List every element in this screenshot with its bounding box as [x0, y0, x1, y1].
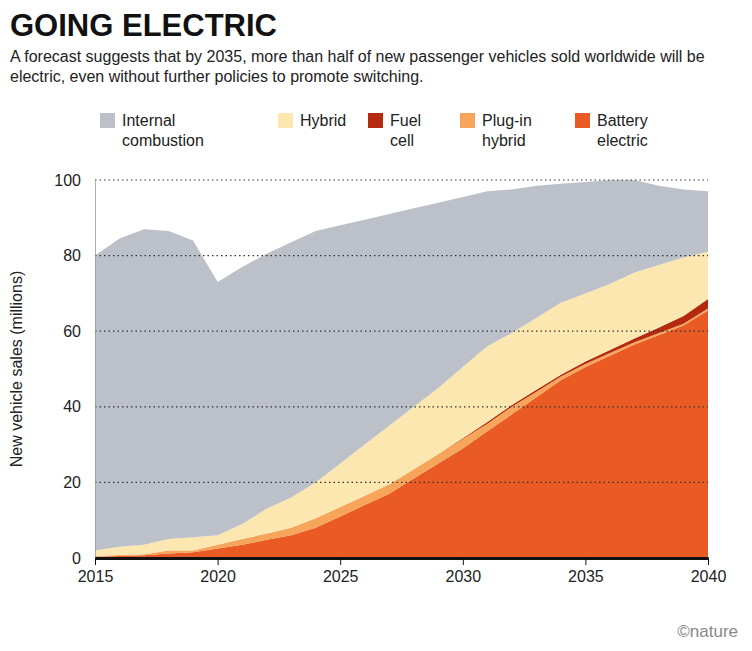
- x-tick: 2030: [446, 558, 482, 585]
- x-tick: 2040: [691, 558, 727, 585]
- x-tick-mark: [463, 558, 464, 565]
- grid: [95, 180, 708, 558]
- legend-label: Battery electric: [597, 112, 648, 149]
- y-tick-label: 20: [63, 474, 81, 491]
- legend-label-line: hybrid: [482, 132, 526, 149]
- legend-item: Plug-in hybrid: [460, 112, 532, 149]
- grid-line: [95, 255, 708, 256]
- y-tick: 100: [54, 172, 95, 189]
- legend-label-line: Hybrid: [300, 112, 346, 129]
- legend-label-line: electric: [597, 132, 648, 149]
- x-tick-label: 2030: [446, 568, 482, 585]
- x-tick-label: 2025: [323, 568, 359, 585]
- legend-label-line: Fuel: [390, 112, 421, 129]
- subtitle-line: electric, even without further policies …: [10, 68, 424, 85]
- legend: Internal combustion Hybrid Fuel cell Plug-in h…: [100, 112, 648, 149]
- y-axis-title: New vehicle sales (millions): [8, 271, 25, 468]
- title: GOING ELECTRIC: [10, 8, 277, 43]
- x-tick: 2015: [78, 558, 114, 585]
- x-tick-label: 2040: [691, 568, 727, 585]
- y-tick-label: 80: [63, 247, 81, 264]
- chart-container: GOING ELECTRIC A forecast suggests that b…: [0, 0, 752, 651]
- legend-swatch: [575, 113, 590, 128]
- legend-label: Internal combustion: [122, 112, 204, 149]
- legend-item: Internal combustion: [100, 112, 204, 149]
- legend-item: Battery electric: [575, 112, 648, 149]
- legend-label-line: Plug-in: [482, 112, 532, 129]
- y-tick-label: 60: [63, 323, 81, 340]
- legend-swatch: [278, 113, 293, 128]
- x-tick-mark: [218, 558, 219, 565]
- legend-label-line: Battery: [597, 112, 648, 129]
- y-tick: 60: [63, 323, 95, 340]
- subtitle-line: A forecast suggests that by 2035, more t…: [10, 48, 705, 65]
- y-tick-label: 0: [72, 550, 81, 567]
- y-tick-label: 100: [54, 172, 81, 189]
- x-tick-mark: [340, 558, 341, 565]
- legend-item: Hybrid: [278, 112, 346, 129]
- legend-swatch: [460, 113, 475, 128]
- x-tick-label: 2015: [78, 568, 114, 585]
- y-tick: 80: [63, 247, 95, 264]
- legend-label: Fuel cell: [390, 112, 421, 149]
- area: [95, 180, 708, 550]
- x-tick-mark: [95, 558, 96, 565]
- grid-line: [95, 406, 708, 407]
- legend-label-line: combustion: [122, 132, 204, 149]
- x-tick-mark: [708, 558, 709, 565]
- legend-item: Fuel cell: [368, 112, 421, 149]
- x-tick-mark: [585, 558, 586, 565]
- y-tick: 0: [72, 550, 95, 567]
- legend-swatch: [100, 113, 115, 128]
- y-tick: 40: [63, 398, 95, 415]
- x-tick-label: 2020: [200, 568, 236, 585]
- grid-line: [95, 482, 708, 483]
- y-tick: 20: [63, 474, 95, 491]
- legend-label-line: Internal: [122, 112, 175, 129]
- y-tick-label: 40: [63, 398, 81, 415]
- grid-line: [95, 557, 708, 558]
- annotation: ©nature: [677, 622, 738, 641]
- grid-line: [95, 331, 708, 332]
- y-axis: 0 20 40 60 80 100: [54, 172, 95, 567]
- plot-area: [95, 180, 708, 558]
- legend-label: Hybrid: [300, 112, 346, 129]
- legend-swatch: [368, 113, 383, 128]
- x-tick: 2025: [323, 558, 359, 585]
- x-tick: 2020: [200, 558, 236, 585]
- x-axis-line: [96, 557, 709, 560]
- legend-label-line: cell: [390, 132, 414, 149]
- chart-svg: GOING ELECTRIC A forecast suggests that b…: [0, 0, 752, 651]
- subtitle: A forecast suggests that by 2035, more t…: [10, 48, 705, 85]
- y-axis-line: [95, 181, 96, 559]
- x-tick-label: 2035: [568, 568, 604, 585]
- x-tick: 2035: [568, 558, 604, 585]
- x-axis: 2015 2020 2025 2030 2035 2040: [78, 558, 727, 585]
- legend-label: Plug-in hybrid: [482, 112, 532, 149]
- grid-line: [95, 179, 708, 180]
